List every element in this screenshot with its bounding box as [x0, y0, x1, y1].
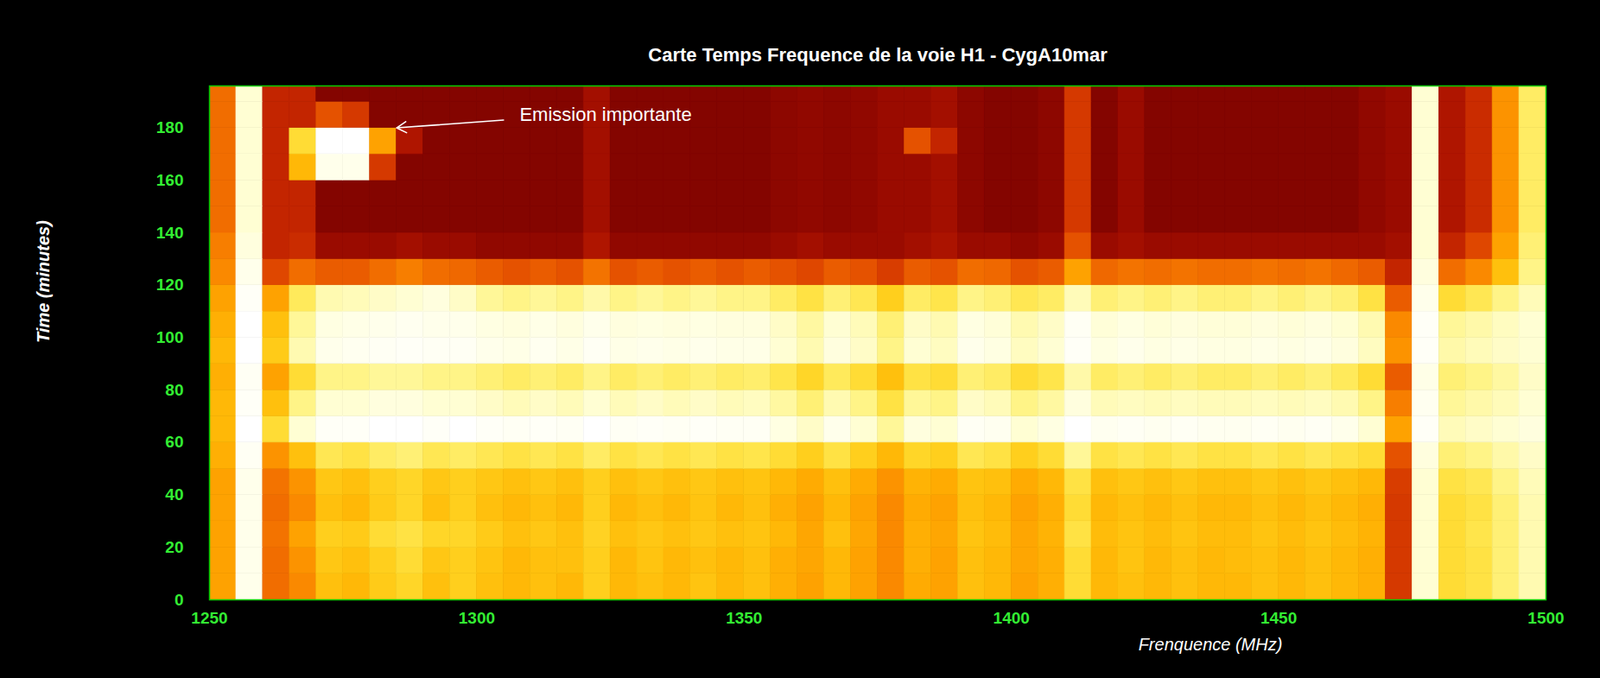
- svg-text:Frenquence (MHz): Frenquence (MHz): [1138, 634, 1283, 654]
- svg-text:20: 20: [165, 538, 184, 557]
- svg-text:180: 180: [156, 118, 185, 137]
- svg-text:1250: 1250: [190, 609, 228, 628]
- svg-text:40: 40: [165, 485, 184, 504]
- svg-text:100: 100: [156, 328, 185, 347]
- svg-text:1400: 1400: [993, 609, 1030, 628]
- svg-text:1500: 1500: [1527, 609, 1564, 628]
- svg-text:1450: 1450: [1260, 609, 1297, 628]
- svg-text:Carte Temps Frequence de la vo: Carte Temps Frequence de la voie H1 - Cy…: [647, 44, 1108, 66]
- svg-text:60: 60: [165, 432, 184, 451]
- svg-text:0: 0: [174, 590, 185, 610]
- svg-text:160: 160: [156, 171, 185, 190]
- svg-text:80: 80: [165, 380, 184, 400]
- svg-text:1350: 1350: [725, 609, 762, 628]
- svg-text:120: 120: [156, 275, 185, 294]
- svg-text:Time (minutes): Time (minutes): [33, 220, 53, 343]
- svg-text:1300: 1300: [458, 609, 496, 628]
- svg-text:140: 140: [156, 223, 185, 242]
- svg-text:Emission importante: Emission importante: [519, 103, 692, 126]
